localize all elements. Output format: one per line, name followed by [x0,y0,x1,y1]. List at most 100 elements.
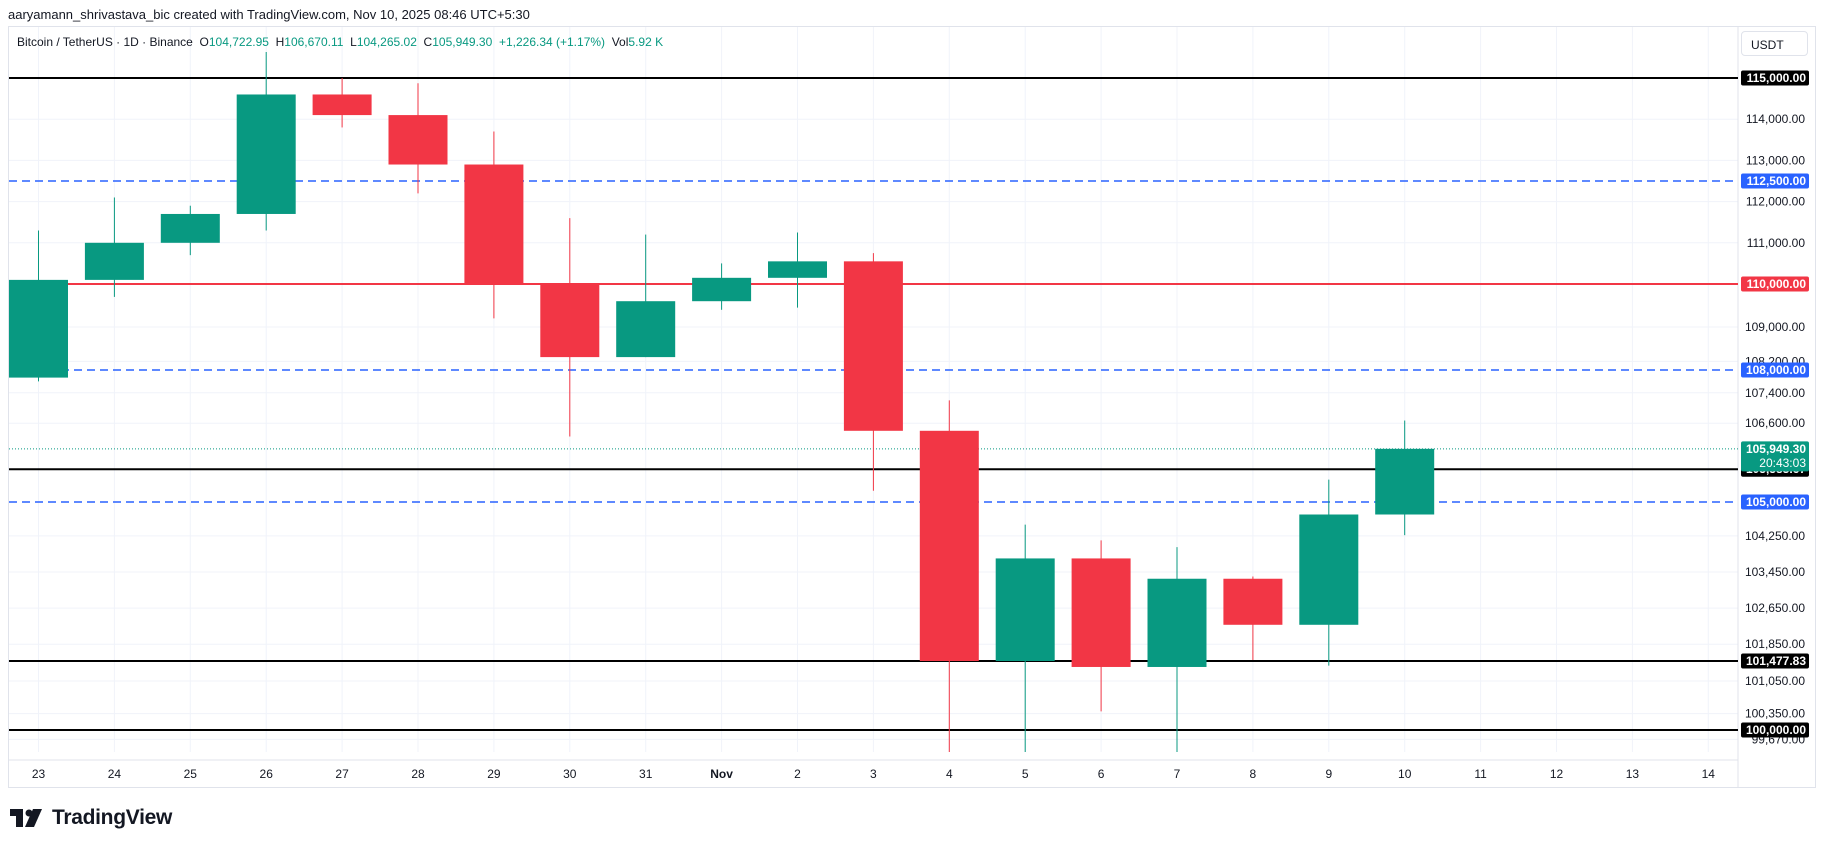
x-tick-label: 9 [1325,767,1332,781]
candle-body [388,115,448,165]
horizontal-levels [9,77,1738,731]
level-price-badge: 100,000.00 [1741,722,1809,738]
candle-body [9,279,68,378]
x-tick-label: 2 [794,767,801,781]
y-tick-label: 107,400.00 [1745,386,1805,400]
chart-frame [8,26,1816,788]
candle[interactable] [312,78,372,128]
candle[interactable] [692,263,752,310]
candle-body [919,430,979,661]
open-value: 104,722.95 [208,35,269,49]
candle[interactable] [160,205,220,256]
last-price-badge-text: 105,949.30 [1746,442,1806,456]
level-price-badge-text: 105,000.00 [1746,495,1806,509]
candle-body [1375,448,1435,515]
level-price-badge-bg [1741,494,1809,510]
ohlc-legend: Bitcoin / TetherUS · 1D · Binance O104,7… [17,35,663,49]
x-tick-label: 12 [1550,767,1564,781]
chart-caption: aaryamann_shrivastava_bic created with T… [8,7,530,22]
candle-body [236,94,296,214]
x-tick-label: 11 [1474,767,1487,781]
y-tick-label: 103,450.00 [1745,565,1805,579]
x-tick-label: Nov [710,767,733,781]
candle[interactable] [540,218,600,437]
x-tick-label: 8 [1250,767,1257,781]
level-price-badge-bg [1741,70,1809,86]
x-tick-label: 26 [260,767,274,781]
candle[interactable] [388,83,448,194]
level-price-badge-bg [1741,276,1809,292]
volume-value: 5.92 K [628,35,664,49]
level-price-badge-text: 101,477.83 [1746,654,1806,668]
y-tick-label: 111,000.00 [1747,236,1806,250]
candle[interactable] [768,232,827,308]
candle[interactable] [1071,540,1131,712]
candle-body [540,284,600,358]
change-value: +1,226.34 (+1.17%) [498,35,606,49]
candle-body [464,164,524,284]
y-tick-label: 112,000.00 [1746,195,1805,209]
close-value: 105,949.30 [432,35,493,49]
candle-body [995,558,1055,661]
price-axis: 114,000.00 113,000.00 112,000.00 111,000.00… [1745,112,1805,746]
x-tick-label: 4 [946,767,953,781]
x-tick-label: 10 [1398,767,1412,781]
close-label: C [423,35,433,49]
candle[interactable] [995,524,1055,752]
y-tick-label: 102,650.00 [1745,601,1805,615]
low-label: L [350,35,357,49]
x-tick-label: 5 [1022,767,1029,781]
x-tick-label: 29 [487,767,501,781]
open-label: O [199,35,209,49]
level-price-badge-bg [1741,722,1809,738]
candle-body [692,277,752,302]
candle-body [84,242,144,280]
y-tick-label: 101,050.00 [1745,674,1805,688]
y-tick-label: 104,250.00 [1745,529,1805,543]
candle[interactable] [84,197,144,297]
candle[interactable] [843,253,903,491]
candle[interactable] [9,230,68,382]
candle[interactable] [236,52,296,231]
x-tick-label: 25 [184,767,198,781]
level-price-badge-text: 115,000.00 [1747,71,1807,85]
x-tick-label: 24 [108,767,122,781]
candle[interactable] [1375,420,1435,536]
tradingview-logo[interactable]: TradingView [10,806,172,830]
x-tick-label: 30 [563,767,577,781]
currency-button[interactable]: USDT [1741,31,1808,56]
candle-body [160,213,220,243]
candle-body [768,261,827,278]
candle[interactable] [464,131,524,319]
last-price-badge-bg [1741,441,1809,472]
countdown-text: 20:43:03 [1759,456,1806,470]
candle-body [1147,578,1207,667]
level-price-badge: 115,000.00 [1741,70,1809,86]
candle[interactable] [1147,547,1207,752]
low-value: 104,265.02 [356,35,417,49]
level-price-badge-bg [1741,173,1809,189]
tradingview-logo-icon [10,809,42,827]
level-price-badge-text: 108,000.00 [1746,363,1806,377]
candle[interactable] [1299,479,1359,666]
candle-body [312,94,372,116]
candle[interactable] [919,400,979,752]
price-badges: 115,000.00 112,500.00 110,000.00 108,000.00… [1741,70,1809,738]
x-tick-label: 13 [1626,767,1640,781]
candles [9,52,1435,752]
y-tick-label: 101,850.00 [1745,637,1805,651]
level-price-badge: 112,500.00 [1741,173,1809,189]
level-price-badge: 105,000.00 [1741,494,1809,510]
symbol-label[interactable]: Bitcoin / TetherUS · 1D · Binance [17,35,193,49]
y-tick-label: 114,000.00 [1746,112,1805,126]
tradingview-wordmark: TradingView [52,806,173,829]
candle[interactable] [616,234,676,358]
x-tick-label: 31 [639,767,653,781]
candle-body [1299,514,1359,625]
candle[interactable] [1223,576,1283,660]
x-tick-label: 27 [335,767,349,781]
x-tick-label: 23 [32,767,46,781]
x-tick-label: 7 [1174,767,1181,781]
